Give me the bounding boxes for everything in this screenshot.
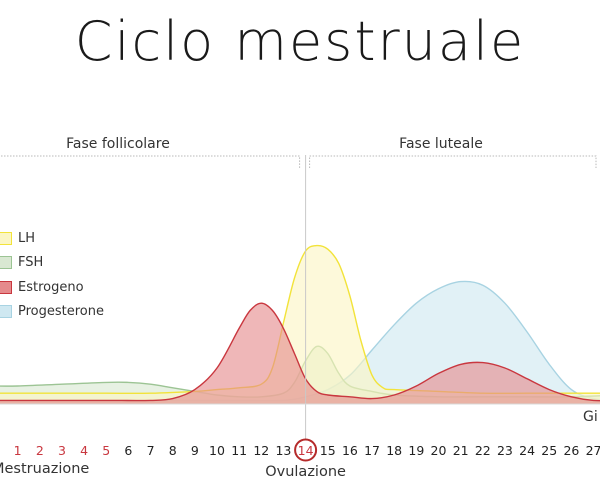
x-tick-label: 3 (58, 443, 66, 458)
legend-label: FSH (18, 255, 44, 271)
phase-label: Fase luteale (399, 136, 483, 152)
x-tick-label: 7 (147, 443, 155, 458)
x-tick-label: 10 (209, 443, 225, 458)
x-tick-label: 1 (14, 443, 22, 458)
series-area-lh (0, 245, 600, 404)
x-tick-label: 26 (563, 443, 579, 458)
x-tick-label: 6 (124, 443, 132, 458)
legend-swatch (0, 280, 12, 294)
phase-bracket (309, 155, 597, 168)
x-tick-label: 23 (497, 443, 513, 458)
x-tick-label: 11 (231, 443, 247, 458)
chart-title: Ciclo mestruale (74, 10, 526, 73)
x-tick-label: 21 (453, 443, 469, 458)
legend-swatch (0, 305, 12, 319)
series-area-estrogeno (0, 303, 600, 404)
x-tick-label: 8 (169, 443, 177, 458)
x-tick-label: 17 (364, 443, 380, 458)
x-tick-label: 12 (253, 443, 269, 458)
x-tick-label: 16 (342, 443, 358, 458)
legend-item-progesterone: Progesterone (0, 300, 104, 325)
x-tick-label: 15 (320, 443, 336, 458)
phase-bracket (0, 155, 301, 168)
x-tick-label: 24 (519, 443, 535, 458)
x-axis-label: Gi (583, 409, 598, 425)
menstruation-label: Mestruazione (0, 461, 89, 477)
x-tick-label: 20 (431, 443, 447, 458)
x-tick-label: 4 (80, 443, 88, 458)
x-tick-label: 9 (191, 443, 199, 458)
x-tick-label: 22 (475, 443, 491, 458)
legend-label: Progesterone (18, 304, 104, 320)
legend: LH FSH Estrogeno Progesterone (0, 226, 104, 324)
x-tick-label: 14 (298, 443, 314, 458)
ovulation-label: Ovulazione (265, 464, 346, 480)
x-tick-label: 5 (102, 443, 110, 458)
legend-label: LH (18, 230, 36, 246)
legend-label: Estrogeno (18, 279, 84, 295)
legend-item-estrogeno: Estrogeno (0, 275, 104, 300)
legend-swatch (0, 231, 12, 245)
legend-item-lh: LH (0, 226, 104, 251)
series-line-estrogeno (0, 302, 600, 402)
legend-item-fsh: FSH (0, 251, 104, 276)
x-tick-label: 19 (408, 443, 424, 458)
x-tick-label: 13 (275, 443, 291, 458)
legend-swatch (0, 256, 12, 270)
ovulation-day-marker (294, 438, 318, 462)
x-tick-label: 25 (541, 443, 557, 458)
x-tick-label: 18 (386, 443, 402, 458)
phase-label: Fase follicolare (66, 136, 170, 152)
x-tick-label: 27 (586, 443, 600, 458)
x-tick-label: 2 (36, 443, 44, 458)
